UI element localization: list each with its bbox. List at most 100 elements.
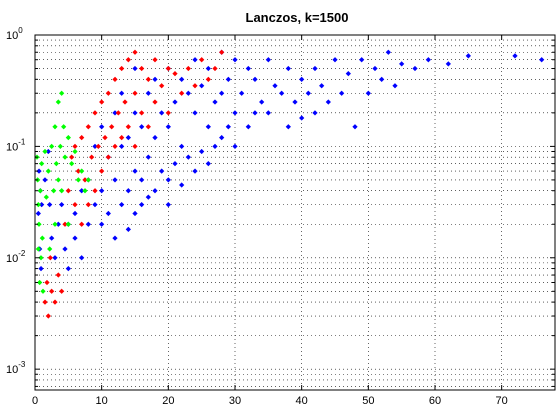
data-point [38,255,44,261]
data-point [539,57,545,63]
data-point [79,221,85,227]
data-point [119,134,125,141]
data-point [152,57,158,63]
data-point [45,168,51,174]
x-tick-label: 60 [429,395,441,407]
data-point [465,53,471,59]
series-2 [34,90,91,294]
data-point [105,210,111,217]
data-point [165,177,171,183]
data-point [172,161,178,167]
data-point [232,143,238,150]
data-point [72,210,78,217]
data-point [445,61,451,67]
data-point [59,188,65,194]
data-point [132,65,138,72]
grid-lines [35,35,555,390]
data-point [219,134,225,141]
data-point [312,110,318,116]
x-tick-label: 50 [362,395,374,407]
data-point [179,143,185,150]
data-point [245,65,251,72]
data-points [34,49,545,319]
data-point [125,124,131,130]
data-point [359,57,365,63]
data-point [139,202,145,208]
data-point [125,134,131,141]
data-point [122,99,128,105]
data-point [132,110,138,116]
x-tick-label: 70 [496,395,508,407]
data-point [152,188,158,194]
data-point [47,255,53,261]
x-tick-label: 10 [96,395,108,407]
data-point [165,110,171,116]
data-point [152,76,158,82]
data-point [152,99,158,105]
data-point [49,235,55,241]
data-point [61,124,67,130]
data-point [79,168,85,174]
data-point [205,76,211,82]
data-point [139,124,145,130]
x-tick-label: 0 [32,395,38,407]
data-point [42,148,48,155]
data-point [139,110,145,116]
data-point [109,124,115,130]
data-point [339,90,345,96]
data-point [62,246,68,252]
data-point [69,154,75,160]
data-point [159,83,165,89]
data-point [115,110,121,116]
data-point [119,202,125,208]
data-point [39,235,45,241]
data-point [43,194,49,200]
y-tick-label: 100 [6,26,23,42]
data-point [385,49,391,55]
data-point [55,177,61,183]
data-point [212,99,218,105]
data-point [219,49,225,55]
data-point [92,188,98,194]
data-point [205,124,211,130]
data-point [52,124,58,130]
data-point [165,124,171,130]
data-point [38,265,44,272]
data-point [62,154,68,160]
data-point [99,221,105,227]
plot-frame [34,34,556,391]
data-point [112,76,118,82]
data-point [59,90,65,96]
data-point [379,76,385,82]
data-point [319,83,325,89]
data-point [65,265,71,272]
data-point [95,143,101,150]
data-point [192,57,198,63]
data-point [119,143,125,150]
data-point [265,57,271,63]
data-point [132,49,138,55]
data-point [72,235,78,241]
data-point [112,143,118,150]
data-point [225,76,231,82]
data-point [285,65,291,72]
data-point [172,71,178,77]
data-point [199,83,205,89]
data-point [65,188,71,194]
data-point [112,235,118,241]
data-point [239,90,245,96]
axes: 0 10 20 30 40 50 60 70 10-3 10-2 10-1 100 [6,26,555,407]
y-tick-label: 10-1 [6,137,26,153]
data-point [299,115,305,121]
data-point [99,168,105,174]
data-point [345,71,351,77]
data-point [79,134,85,141]
data-point [45,313,51,319]
data-point [55,99,61,105]
data-point [85,124,91,130]
data-point [42,177,48,183]
data-point [412,65,418,72]
data-point [225,124,231,130]
data-point [205,65,211,72]
